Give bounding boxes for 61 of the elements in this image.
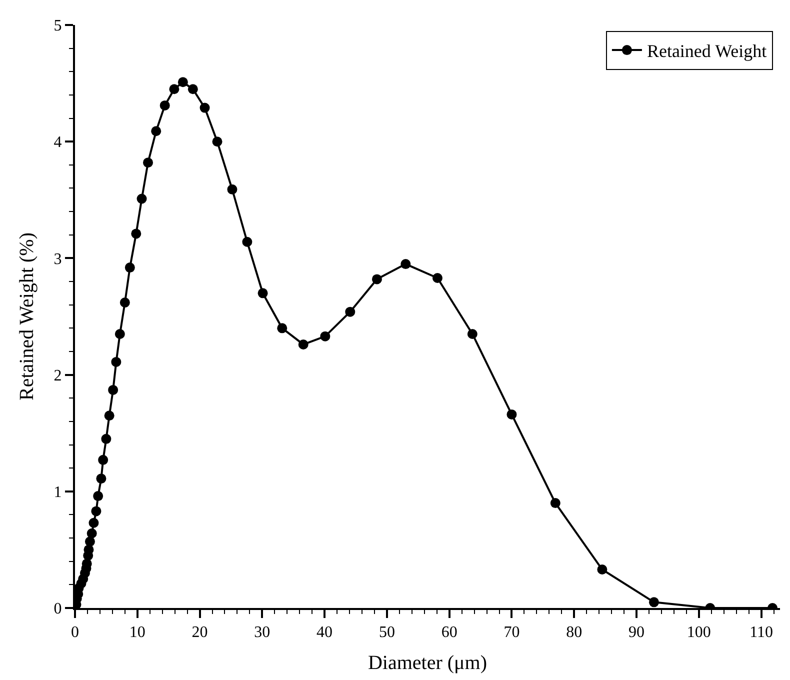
x-tick-label: 0 — [71, 624, 79, 642]
point — [648, 597, 659, 608]
point — [120, 298, 130, 308]
point — [320, 331, 330, 342]
point — [143, 158, 153, 168]
point — [136, 194, 147, 204]
point — [372, 274, 382, 284]
point — [467, 328, 478, 339]
point — [151, 126, 162, 136]
x-tick-label: 110 — [750, 624, 773, 642]
y-tick-label: 3 — [54, 250, 62, 268]
point — [242, 236, 252, 247]
point — [96, 474, 106, 484]
point — [345, 306, 356, 317]
point — [104, 410, 114, 421]
y-tick-label: 1 — [54, 484, 62, 501]
point — [111, 356, 122, 367]
point — [550, 498, 560, 508]
point — [200, 102, 210, 113]
x-tick-label: 90 — [628, 624, 644, 642]
x-tick-label: 10 — [129, 624, 146, 642]
point — [91, 506, 102, 516]
x-tick-label: 20 — [192, 624, 208, 642]
point — [178, 77, 188, 88]
x-tick-label: 70 — [504, 624, 520, 642]
y-tick-label: 0 — [54, 600, 62, 618]
x-tick-label: 50 — [378, 624, 395, 642]
point — [88, 518, 99, 528]
point — [124, 262, 135, 273]
point — [212, 136, 222, 147]
point — [400, 259, 411, 270]
point — [227, 184, 238, 194]
point — [84, 536, 95, 547]
x-tick-label: 30 — [254, 624, 270, 642]
x-axis-title: Diameter (μm) — [368, 652, 488, 674]
point — [258, 288, 268, 298]
y-tick-label: 2 — [54, 367, 62, 384]
x-tick-label: 80 — [566, 624, 582, 642]
point — [131, 228, 142, 239]
point — [298, 339, 308, 350]
y-tick-label: 5 — [54, 18, 62, 35]
point — [84, 544, 94, 555]
y-axis-title: Retained Weight (%) — [16, 232, 38, 400]
point — [98, 454, 108, 465]
x-tick-label: 40 — [316, 624, 333, 642]
x-tick-label: 100 — [686, 624, 711, 642]
point — [169, 84, 180, 94]
point — [86, 528, 97, 538]
point — [93, 491, 104, 502]
point — [506, 409, 517, 420]
y-tick-label: 4 — [54, 134, 62, 152]
point — [188, 84, 198, 94]
point — [108, 384, 118, 395]
point — [160, 100, 170, 110]
x-tick-label: 60 — [441, 624, 458, 642]
point — [114, 328, 125, 339]
legend-label: Retained Weight — [646, 41, 767, 62]
point — [101, 434, 112, 444]
point — [597, 564, 608, 575]
point — [277, 323, 288, 334]
point — [432, 273, 442, 284]
